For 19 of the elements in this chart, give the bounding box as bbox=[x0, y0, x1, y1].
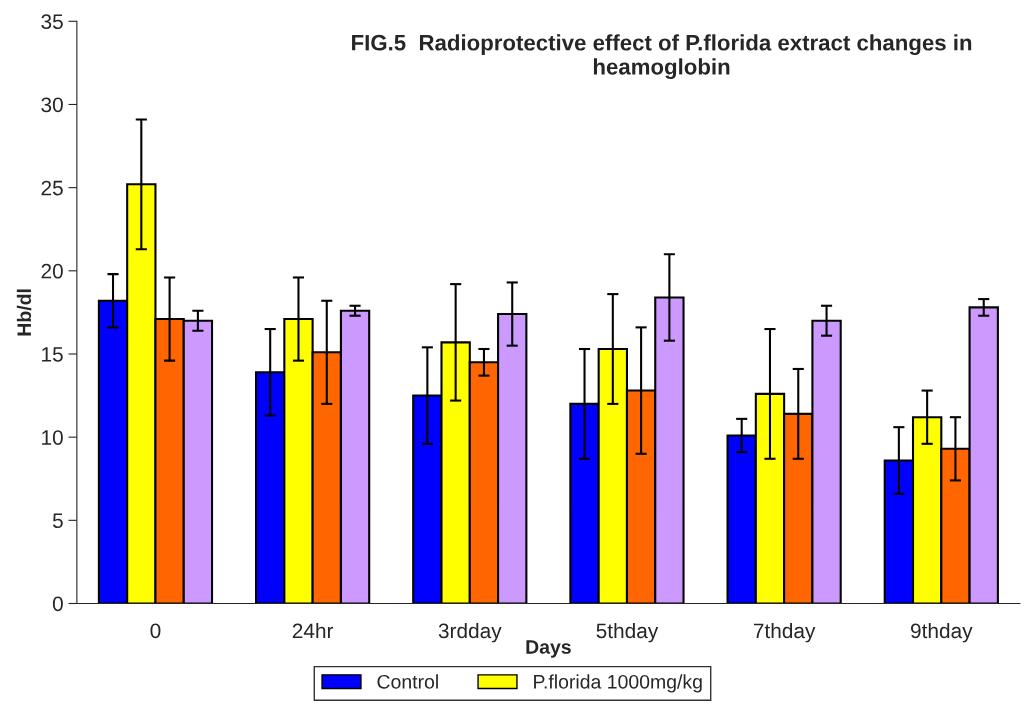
x-tick-label: 0 bbox=[150, 623, 161, 639]
x-tick-label: 7thday bbox=[753, 622, 816, 643]
text: FIG.5 Radioprotective effect of P.florida extract changes in heamoglobin bbox=[352, 34, 972, 80]
x-tick-label: 3rdday bbox=[438, 622, 502, 643]
x-tick-label: 9thday bbox=[911, 622, 973, 643]
y-tick-label: 10 bbox=[42, 430, 63, 445]
y-tick-label: 0 bbox=[52, 596, 63, 612]
legend-label: Control bbox=[377, 674, 438, 689]
x-axis-title: Days bbox=[526, 640, 571, 658]
y-tick-label: 20 bbox=[41, 263, 63, 279]
y-tick-label: 30 bbox=[41, 97, 63, 113]
y-axis-title: Hb/dl bbox=[16, 289, 32, 336]
legend-label: P.florida 1000mg/kg bbox=[534, 674, 702, 693]
y-tick-label: 15 bbox=[42, 347, 63, 362]
x-tick-label: 24hr bbox=[292, 622, 334, 639]
y-tick-label: 25 bbox=[41, 180, 63, 196]
y-tick-label: 35 bbox=[41, 14, 63, 30]
y-tick-label: 5 bbox=[52, 513, 63, 529]
x-tick-label: 5thday bbox=[596, 622, 659, 643]
